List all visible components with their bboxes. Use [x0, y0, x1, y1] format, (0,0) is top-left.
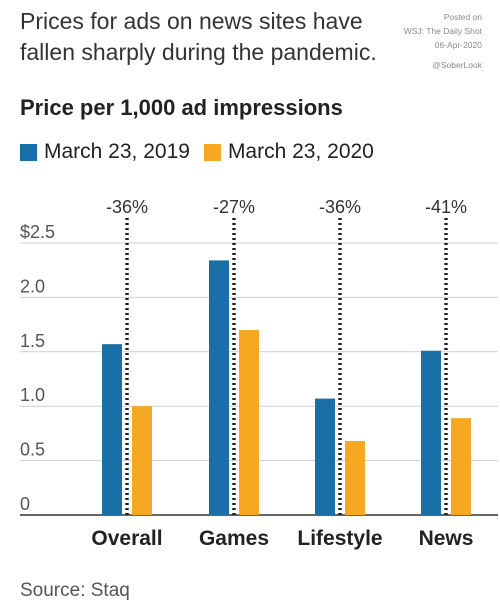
- y-tick-label: 1.5: [20, 331, 45, 351]
- y-tick-label: 1.0: [20, 385, 45, 405]
- x-category-label: News: [419, 527, 474, 550]
- x-category-label: Overall: [91, 527, 162, 550]
- y-tick-label: 2.0: [20, 276, 45, 296]
- change-label: -41%: [425, 197, 467, 217]
- change-label: -36%: [319, 197, 361, 217]
- bar-news-2019: [421, 350, 441, 515]
- bar-games-2019: [209, 260, 229, 515]
- bar-lifestyle-2020: [345, 441, 365, 515]
- chart-legend: March 23, 2019 March 23, 2020: [20, 140, 388, 164]
- bar-games-2020: [239, 330, 259, 515]
- chart-title: Price per 1,000 ad impressions: [20, 95, 343, 120]
- y-tick-label: 0.5: [20, 440, 45, 460]
- chart-headline: Prices for ads on news sites have fallen…: [20, 8, 377, 65]
- x-category-label: Lifestyle: [297, 527, 382, 550]
- watermark-posted-on: Posted on: [443, 12, 482, 22]
- y-tick-label: 0: [20, 494, 30, 514]
- legend-label-2020: March 23, 2020: [227, 140, 374, 163]
- chart-source: Source: Staq: [20, 580, 130, 601]
- y-tick-label: $2.5: [20, 222, 55, 242]
- change-label: -36%: [106, 197, 148, 217]
- bar-overall-2019: [102, 344, 122, 515]
- change-label: -27%: [213, 197, 255, 217]
- bar-chart: 0 0.5 1.0 1.5 2.0 $2.5 -36% Overall -27% Games -36…: [20, 197, 498, 550]
- legend-item-2020: March 23, 2020: [203, 140, 374, 164]
- bar-lifestyle-2019: [315, 398, 335, 515]
- bar-news-2020: [451, 418, 471, 515]
- legend-label-2019: March 23, 2019: [44, 140, 190, 163]
- legend-item-2019: March 23, 2019: [20, 140, 190, 164]
- watermark: Posted on WSJ: The Daily Shot 06-Apr-202…: [372, 10, 482, 72]
- watermark-date: 06-Apr-2020: [434, 40, 482, 50]
- watermark-source: WSJ: The Daily Shot: [403, 26, 482, 36]
- watermark-handle: @SoberLook: [432, 60, 482, 70]
- x-category-label: Games: [199, 527, 269, 550]
- legend-swatch-2020: [203, 143, 221, 161]
- legend-swatch-2019: [20, 143, 37, 161]
- bar-overall-2020: [132, 406, 152, 515]
